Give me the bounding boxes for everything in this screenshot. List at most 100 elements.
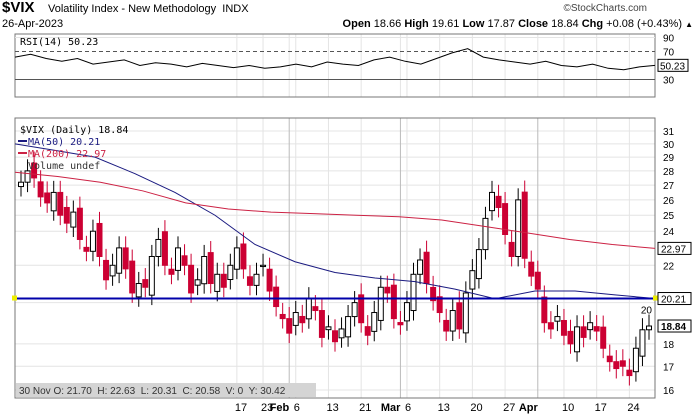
candle	[554, 316, 561, 322]
candle	[109, 264, 116, 277]
rsi-tick-label: 70	[663, 48, 675, 59]
candle	[462, 292, 469, 334]
candle	[639, 329, 646, 357]
candle	[390, 284, 397, 320]
candle	[207, 252, 214, 285]
candle	[279, 313, 286, 320]
rsi-legend: RSI(14) 50.23	[20, 37, 98, 48]
symbol: $VIX	[2, 0, 35, 16]
candle	[528, 261, 535, 277]
candle	[227, 264, 234, 281]
y-tick-label: 27	[663, 181, 675, 192]
candle	[325, 326, 332, 331]
hline-handle	[12, 295, 17, 301]
candle	[142, 279, 149, 288]
candle	[410, 273, 417, 312]
candle	[188, 264, 195, 294]
candle	[266, 268, 273, 292]
price-label-box	[657, 319, 692, 333]
candle	[338, 328, 345, 339]
candle	[646, 325, 652, 331]
candle	[560, 320, 567, 336]
candle	[50, 191, 57, 212]
price-label: 20.21	[661, 295, 686, 306]
volume-legend: Volume undef	[28, 161, 100, 172]
candle	[44, 192, 51, 204]
candle	[417, 259, 424, 275]
x-tick-label: Feb	[270, 402, 290, 414]
ma200-legend: MA(200) 22.97	[28, 149, 106, 160]
y-tick-label: 24	[663, 227, 675, 238]
candle	[63, 206, 70, 224]
x-tick-label: Apr	[519, 402, 539, 414]
candle	[318, 310, 325, 338]
candle	[515, 199, 522, 257]
candle	[351, 302, 358, 318]
candle	[619, 360, 626, 367]
candle	[521, 191, 528, 259]
candle	[580, 326, 587, 338]
x-tick-label: 17	[595, 402, 607, 414]
y-tick-label: 22	[663, 261, 675, 272]
candle	[384, 286, 391, 294]
candle	[489, 191, 495, 212]
y-tick-label: 29	[663, 153, 675, 164]
high-label: High	[404, 18, 429, 30]
index-name: Volatility Index - New Methodology	[48, 3, 217, 15]
ma50-line	[14, 143, 656, 300]
candle	[76, 207, 83, 240]
candle	[541, 296, 548, 324]
footer-info-box	[16, 383, 316, 397]
y-tick-label: 31	[663, 127, 675, 138]
y-tick-label: 20	[641, 306, 653, 317]
candle	[443, 319, 450, 332]
candle	[148, 255, 155, 296]
chg-label: Chg	[581, 18, 604, 30]
candle	[475, 249, 482, 280]
rsi-line	[14, 48, 656, 71]
candle	[436, 296, 443, 314]
candle	[495, 195, 502, 208]
rsi-tick-label: 90	[663, 34, 675, 45]
candle	[214, 273, 221, 292]
candle	[456, 302, 463, 330]
candle	[168, 268, 175, 275]
price-label-box	[657, 292, 692, 306]
y-tick-label: 16	[663, 386, 675, 397]
candle	[574, 326, 581, 353]
candle	[83, 246, 90, 252]
close-value: 18.84	[551, 18, 579, 30]
candle	[37, 181, 44, 198]
low-value: 17.87	[487, 18, 516, 30]
candle	[220, 273, 227, 288]
candle	[240, 243, 247, 270]
candle	[364, 326, 371, 336]
candle	[358, 294, 365, 324]
candle	[345, 316, 352, 338]
hline-handle	[653, 295, 658, 301]
x-tick-label: 6	[405, 402, 411, 414]
close-label: Close	[518, 18, 549, 30]
ma50-swatch	[18, 140, 27, 142]
y-tick-label: 18	[663, 340, 675, 351]
ma200-line	[14, 171, 656, 249]
x-tick-label: 27	[503, 402, 515, 414]
x-tick-label: 20	[470, 402, 482, 414]
up-arrow-icon: ▲	[685, 20, 693, 29]
price-panel-border	[14, 117, 656, 399]
candle	[534, 271, 541, 290]
candle	[18, 181, 24, 188]
chart-date: 26-Apr-2023	[2, 18, 64, 30]
y-tick-label: 26	[663, 196, 675, 207]
x-tick-label: 6	[294, 402, 300, 414]
candle	[260, 264, 267, 268]
x-tick-label: Mar	[381, 402, 401, 414]
open-label: Open	[342, 18, 371, 30]
candle	[253, 273, 260, 286]
x-tick-label: 23	[261, 402, 273, 414]
x-tick-label: 17	[235, 402, 247, 414]
ma200-swatch	[18, 152, 27, 154]
candle	[397, 322, 404, 326]
x-tick-label: 13	[326, 402, 338, 414]
